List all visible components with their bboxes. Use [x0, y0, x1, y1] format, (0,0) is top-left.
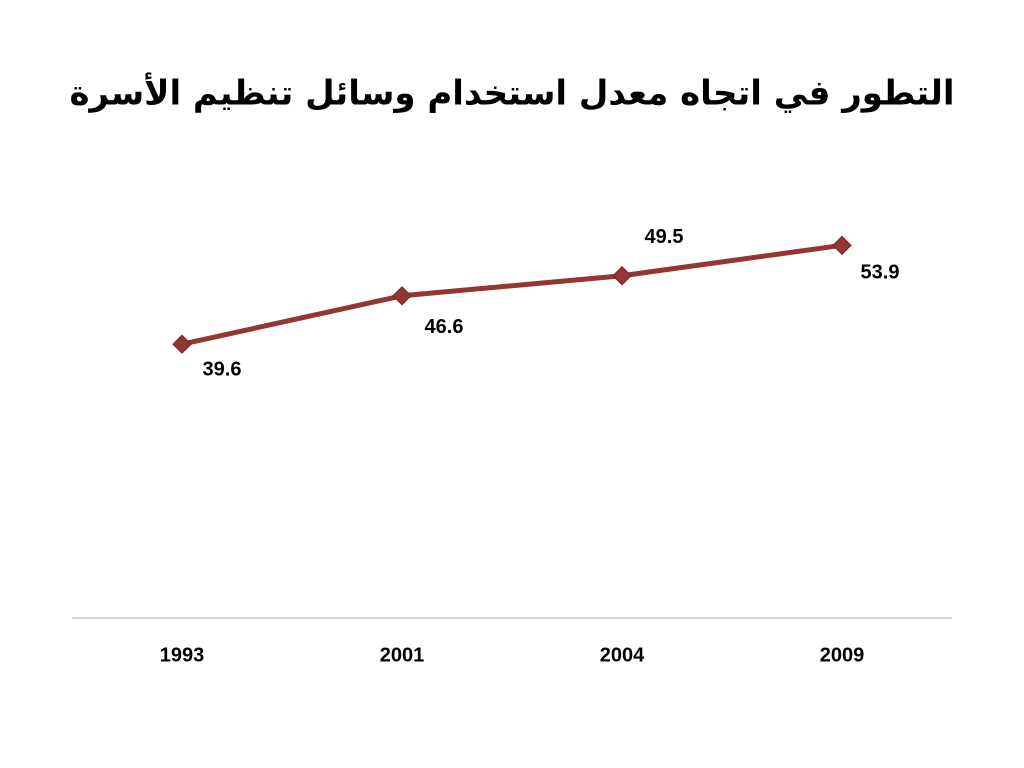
x-tick-label: 2004 — [600, 644, 645, 666]
data-label: 53.9 — [861, 262, 900, 284]
data-point — [832, 235, 852, 256]
data-point — [392, 286, 412, 306]
data-point — [172, 334, 192, 354]
data-line — [181, 242, 843, 347]
data-label: 49.5 — [645, 226, 684, 248]
x-tick-label: 1993 — [160, 644, 205, 666]
x-tick-label: 2009 — [820, 644, 865, 666]
data-label: 46.6 — [425, 316, 464, 338]
x-tick-label: 2001 — [380, 644, 425, 666]
data-point — [612, 266, 632, 286]
chart-title: التطور في اتجاه معدل استخدام وسائل تنظيم… — [69, 72, 954, 114]
data-label: 39.6 — [203, 358, 242, 380]
